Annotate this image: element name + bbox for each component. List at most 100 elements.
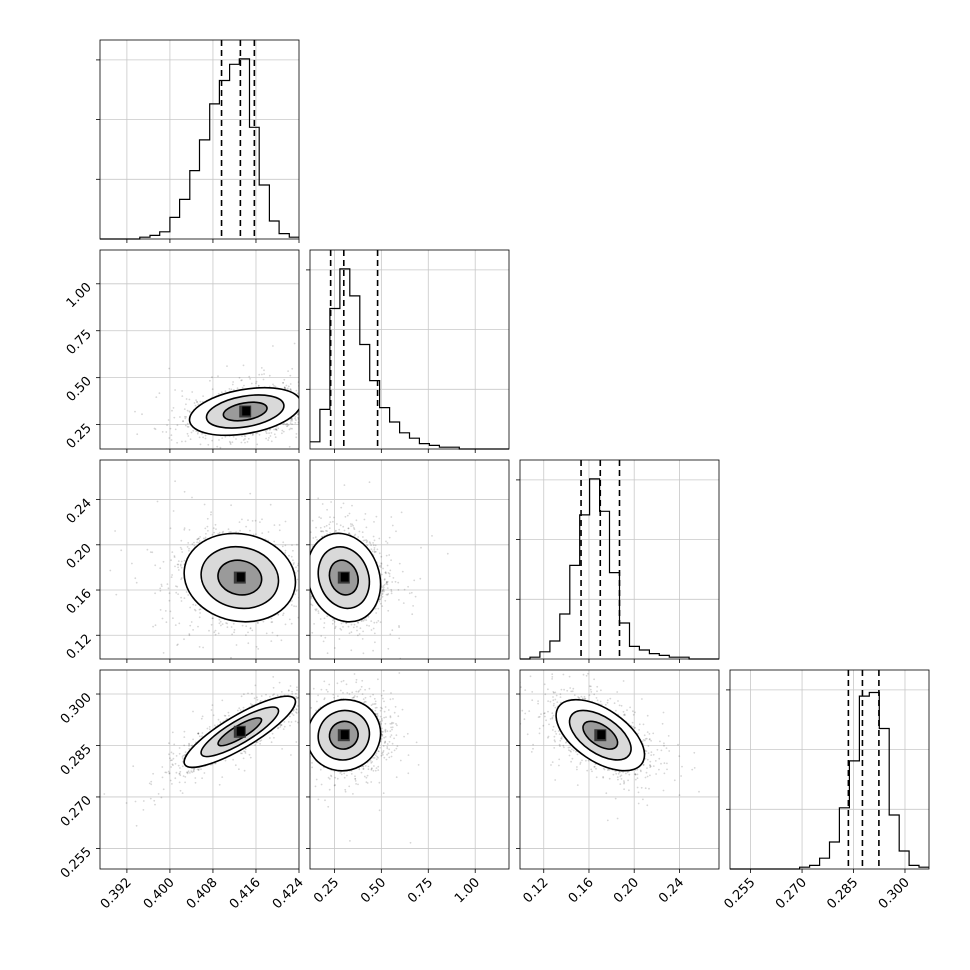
sample-point bbox=[231, 633, 234, 636]
sample-point bbox=[197, 625, 199, 628]
sample-point bbox=[181, 395, 184, 397]
sample-point bbox=[160, 585, 163, 587]
sample-point bbox=[207, 529, 209, 532]
sample-point bbox=[252, 533, 255, 536]
sample-point bbox=[277, 613, 279, 616]
sample-point bbox=[211, 376, 213, 379]
sample-point bbox=[203, 454, 205, 456]
sample-point bbox=[281, 545, 284, 548]
sample-point bbox=[191, 543, 194, 546]
sample-point bbox=[293, 562, 295, 564]
sample-point bbox=[175, 591, 178, 594]
sample-point bbox=[186, 546, 189, 548]
sample-point bbox=[199, 443, 202, 446]
sample-point bbox=[299, 621, 301, 623]
sample-point bbox=[255, 432, 258, 435]
sample-point bbox=[183, 559, 186, 562]
sample-point bbox=[293, 605, 295, 607]
sample-point bbox=[267, 531, 270, 533]
sample-point bbox=[251, 434, 254, 437]
sample-point bbox=[202, 395, 205, 397]
sample-point bbox=[188, 633, 191, 635]
sample-point bbox=[281, 429, 284, 432]
sample-point bbox=[290, 418, 293, 420]
sample-point bbox=[173, 556, 176, 558]
sample-point bbox=[273, 385, 275, 387]
sample-point bbox=[214, 523, 217, 526]
sample-point bbox=[290, 555, 293, 558]
sample-point bbox=[293, 342, 296, 345]
sample-point bbox=[267, 439, 270, 441]
sample-point bbox=[196, 401, 199, 404]
sample-point bbox=[282, 541, 285, 544]
sample-point bbox=[161, 617, 164, 620]
sample-point bbox=[154, 564, 157, 567]
sample-point bbox=[162, 652, 165, 654]
sample-point bbox=[295, 389, 298, 392]
sample-point bbox=[162, 560, 165, 563]
sample-point bbox=[303, 395, 305, 397]
sample-point bbox=[180, 539, 183, 542]
sample-point bbox=[241, 379, 243, 381]
sample-point bbox=[305, 595, 307, 597]
sample-point bbox=[255, 382, 257, 385]
sample-point bbox=[171, 551, 174, 553]
sample-point bbox=[302, 414, 304, 416]
sample-point bbox=[291, 419, 293, 422]
sample-point bbox=[373, 406, 375, 408]
sample-point bbox=[136, 433, 139, 436]
sample-point bbox=[191, 496, 193, 499]
sample-point bbox=[176, 451, 178, 453]
sample-point bbox=[115, 593, 118, 596]
sample-point bbox=[224, 390, 227, 393]
sample-point bbox=[301, 391, 303, 393]
sample-point bbox=[292, 563, 295, 566]
sample-point bbox=[269, 435, 272, 437]
sample-point bbox=[174, 480, 177, 483]
sample-point bbox=[251, 520, 254, 522]
sample-point bbox=[171, 409, 173, 412]
sample-point bbox=[241, 518, 243, 521]
sample-point bbox=[200, 456, 202, 458]
sample-point bbox=[206, 517, 209, 520]
sample-point bbox=[244, 441, 246, 444]
sample-point bbox=[228, 531, 231, 533]
sample-point bbox=[230, 656, 232, 659]
sample-point bbox=[210, 511, 213, 514]
sample-point bbox=[201, 450, 203, 452]
sample-point bbox=[282, 430, 285, 433]
sample-point bbox=[284, 549, 287, 552]
sample-point bbox=[321, 377, 323, 379]
sample-point bbox=[249, 529, 251, 532]
histogram-frame-1 bbox=[309, 249, 510, 450]
sample-point bbox=[159, 590, 162, 592]
sample-point bbox=[155, 396, 158, 398]
sample-point bbox=[302, 400, 304, 402]
sample-point bbox=[158, 392, 161, 395]
sample-point bbox=[220, 624, 222, 627]
sample-point bbox=[187, 594, 190, 596]
sample-point bbox=[256, 432, 259, 434]
sample-point bbox=[134, 410, 136, 413]
sample-point bbox=[243, 434, 246, 437]
sample-point bbox=[193, 544, 196, 547]
sample-point bbox=[179, 563, 182, 566]
sample-point bbox=[256, 621, 259, 624]
sample-point bbox=[306, 448, 308, 450]
sample-point bbox=[176, 585, 179, 588]
sample-point bbox=[317, 413, 319, 415]
sample-point bbox=[346, 434, 348, 436]
sample-point bbox=[232, 435, 235, 438]
sample-point bbox=[241, 435, 243, 437]
histogram-frame-2 bbox=[519, 459, 720, 660]
sample-point bbox=[245, 634, 247, 636]
sample-point bbox=[306, 386, 308, 388]
sample-point bbox=[319, 397, 321, 399]
sample-point bbox=[243, 384, 245, 387]
sample-point bbox=[312, 387, 314, 389]
sample-point bbox=[190, 621, 193, 623]
sample-point bbox=[307, 431, 309, 433]
sample-point bbox=[198, 616, 201, 619]
sample-point bbox=[288, 618, 291, 621]
